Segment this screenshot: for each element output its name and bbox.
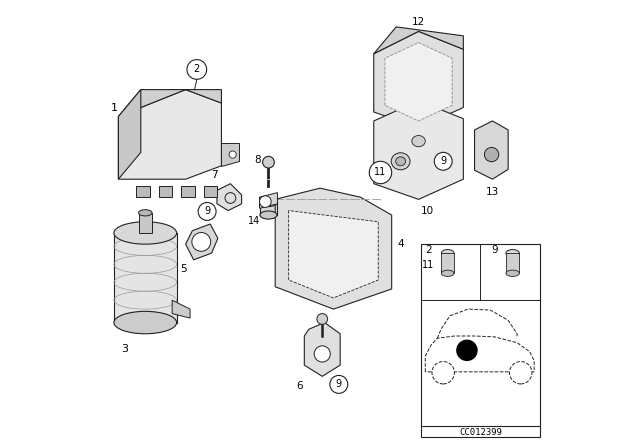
Text: 5: 5: [180, 264, 187, 274]
Text: 9: 9: [336, 379, 342, 389]
Text: 10: 10: [421, 206, 434, 215]
Text: 11: 11: [422, 260, 435, 270]
Ellipse shape: [391, 153, 410, 170]
Text: 6: 6: [296, 381, 303, 391]
Polygon shape: [374, 31, 463, 128]
Circle shape: [198, 202, 216, 220]
Circle shape: [262, 156, 275, 168]
Circle shape: [435, 152, 452, 170]
Polygon shape: [305, 323, 340, 376]
Text: 13: 13: [485, 187, 499, 197]
Ellipse shape: [442, 270, 454, 276]
Polygon shape: [374, 101, 463, 199]
Polygon shape: [275, 188, 392, 309]
Circle shape: [192, 233, 211, 251]
Circle shape: [432, 362, 454, 384]
Bar: [204, 186, 217, 197]
Bar: [181, 186, 195, 197]
Polygon shape: [186, 224, 218, 260]
Ellipse shape: [506, 270, 520, 276]
Polygon shape: [260, 202, 277, 215]
Ellipse shape: [260, 211, 277, 219]
Polygon shape: [289, 211, 378, 298]
Text: 2: 2: [194, 65, 200, 74]
Bar: [139, 213, 152, 233]
Text: CC012399: CC012399: [459, 428, 502, 437]
Ellipse shape: [506, 250, 520, 257]
Ellipse shape: [260, 198, 277, 207]
Polygon shape: [118, 90, 221, 116]
Bar: [506, 253, 520, 273]
Circle shape: [369, 161, 392, 184]
Circle shape: [456, 340, 477, 361]
Polygon shape: [374, 27, 463, 54]
Circle shape: [317, 314, 328, 324]
Text: 3: 3: [122, 345, 129, 354]
Polygon shape: [385, 43, 452, 121]
Polygon shape: [172, 300, 190, 318]
Polygon shape: [260, 193, 278, 208]
Bar: [442, 253, 454, 273]
Text: 9: 9: [492, 245, 498, 255]
Text: 8: 8: [254, 155, 260, 165]
Circle shape: [330, 375, 348, 393]
Circle shape: [509, 362, 532, 384]
Ellipse shape: [396, 157, 406, 166]
Bar: [159, 186, 172, 197]
Polygon shape: [475, 121, 508, 179]
Bar: [136, 186, 150, 197]
Polygon shape: [217, 184, 242, 211]
Text: 9: 9: [440, 156, 446, 166]
Polygon shape: [114, 233, 177, 323]
Text: 2: 2: [425, 245, 432, 255]
Circle shape: [484, 147, 499, 162]
Text: 14: 14: [248, 216, 260, 226]
Ellipse shape: [139, 210, 152, 216]
Text: 9: 9: [204, 207, 210, 216]
Polygon shape: [221, 143, 239, 166]
Bar: [421, 244, 540, 437]
Circle shape: [260, 196, 271, 207]
Ellipse shape: [114, 311, 177, 334]
Circle shape: [187, 60, 207, 79]
Text: 1: 1: [111, 103, 117, 112]
Polygon shape: [118, 90, 221, 179]
Text: 7: 7: [211, 170, 218, 180]
Ellipse shape: [114, 222, 177, 244]
Ellipse shape: [412, 135, 426, 147]
Polygon shape: [118, 90, 141, 179]
Text: 11: 11: [374, 168, 387, 177]
Circle shape: [314, 346, 330, 362]
Text: 4: 4: [397, 239, 404, 249]
Ellipse shape: [442, 250, 454, 257]
Text: 12: 12: [412, 17, 425, 27]
Circle shape: [229, 151, 236, 158]
